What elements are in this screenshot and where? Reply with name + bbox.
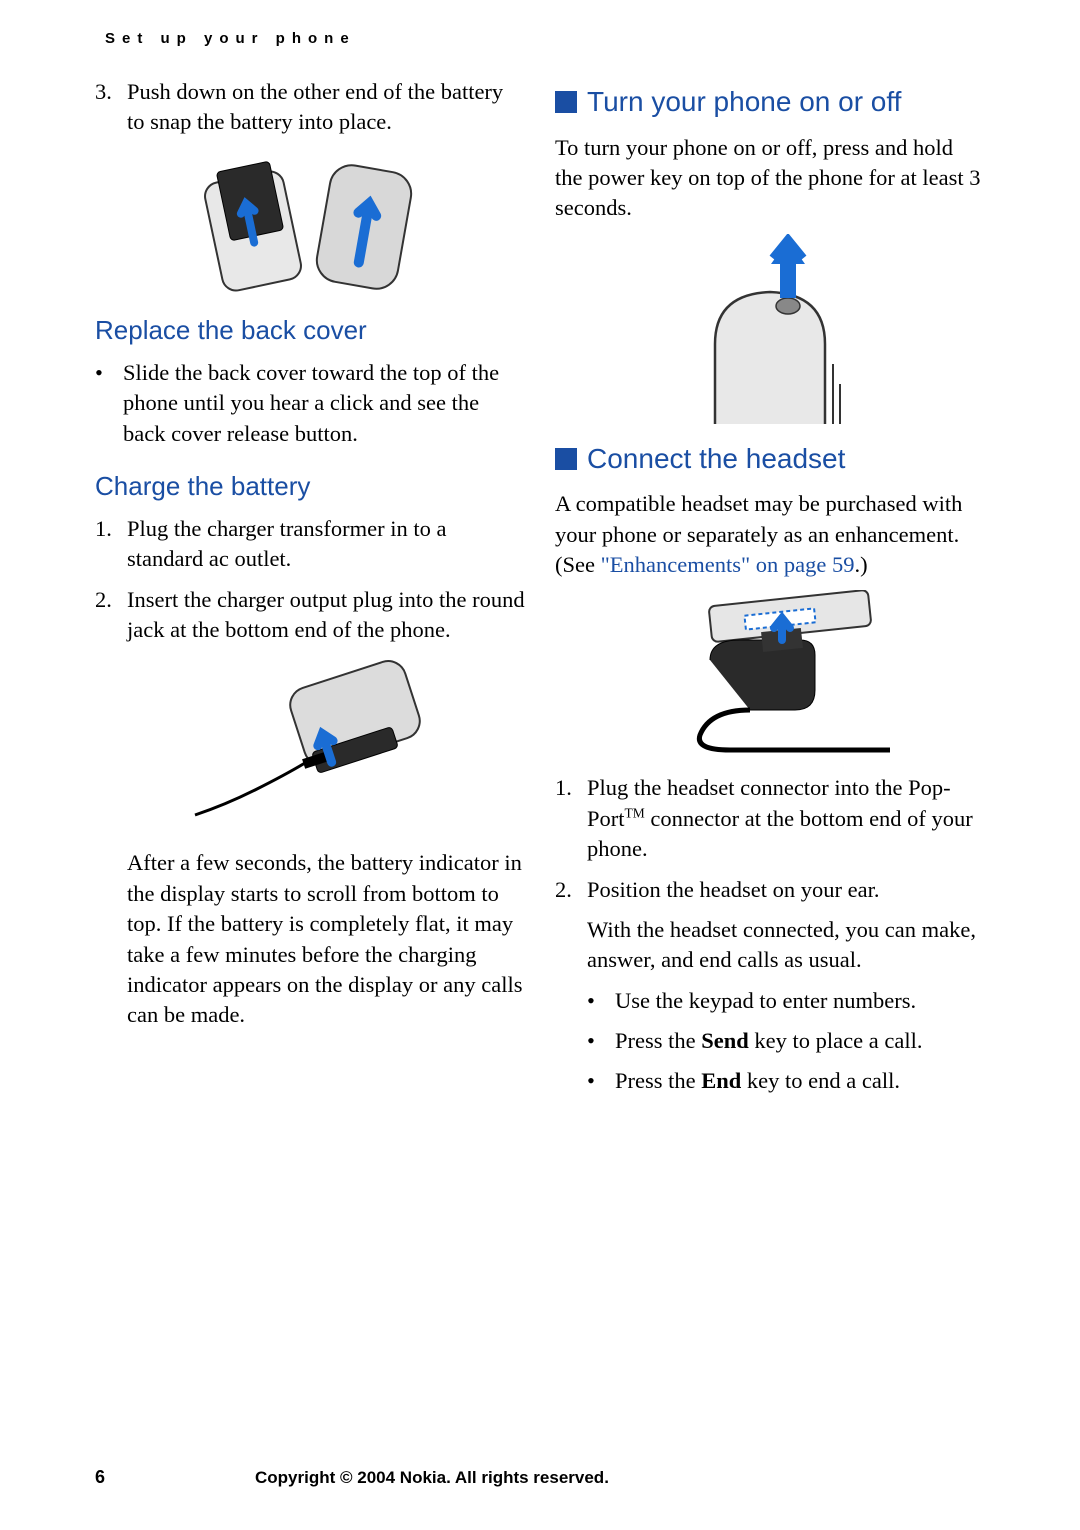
step-number: 1. (95, 514, 127, 575)
bullet-text: Press the Send key to place a call. (615, 1026, 985, 1056)
bullet-text: Slide the back cover toward the top of t… (123, 358, 525, 449)
connect-text-b: .) (855, 552, 868, 577)
headset-illustration-wrap (555, 590, 985, 755)
headset-step-2: 2. Position the headset on your ear. Wit… (555, 875, 985, 1107)
heading-text: Connect the headset (587, 442, 845, 476)
sb3-a: Press the (615, 1068, 701, 1093)
sub-bullet-1: • Use the keypad to enter numbers. (587, 986, 985, 1016)
headset-step-1: 1. Plug the headset connector into the P… (555, 773, 985, 864)
hs1-b: connector at the bottom end of your phon… (587, 806, 973, 861)
step-text: Position the headset on your ear. With t… (587, 875, 985, 1107)
sub-bullet-3: • Press the End key to end a call. (587, 1066, 985, 1096)
step-3: 3. Push down on the other end of the bat… (95, 77, 525, 138)
step-text: Plug the charger transformer in to a sta… (127, 514, 525, 575)
battery-illustration (195, 148, 425, 293)
charge-step-1: 1. Plug the charger transformer in to a … (95, 514, 525, 575)
copyright-text: Copyright © 2004 Nokia. All rights reser… (255, 1468, 609, 1488)
step-number: 1. (555, 773, 587, 864)
bullet-icon: • (587, 1026, 615, 1056)
sb2-b: key to place a call. (749, 1028, 923, 1053)
step-number: 2. (555, 875, 587, 1107)
sub-bullet-2: • Press the Send key to place a call. (587, 1026, 985, 1056)
battery-illustration-wrap (95, 148, 525, 293)
step-number: 3. (95, 77, 127, 138)
charge-after-text: After a few seconds, the battery indicat… (127, 848, 525, 1030)
page-number: 6 (95, 1467, 105, 1488)
bullet-icon: • (587, 1066, 615, 1096)
bullet-text: Press the End key to end a call. (615, 1066, 985, 1096)
square-bullet-icon (555, 91, 577, 113)
replace-bullet: • Slide the back cover toward the top of… (95, 358, 525, 449)
send-key-label: Send (701, 1028, 749, 1053)
bullet-text: Use the keypad to enter numbers. (615, 986, 985, 1016)
page-footer: 6 Copyright © 2004 Nokia. All rights res… (95, 1467, 985, 1488)
step-number: 2. (95, 585, 127, 646)
sb2-a: Press the (615, 1028, 701, 1053)
left-column: 3. Push down on the other end of the bat… (95, 77, 525, 1117)
charger-illustration (185, 655, 435, 830)
end-key-label: End (701, 1068, 741, 1093)
step-text: Plug the headset connector into the Pop-… (587, 773, 985, 864)
trademark-symbol: TM (625, 805, 645, 820)
square-bullet-icon (555, 448, 577, 470)
charger-illustration-wrap (95, 655, 525, 830)
replace-back-cover-heading: Replace the back cover (95, 315, 525, 346)
power-key-illustration (685, 234, 855, 424)
hs2-text: Position the headset on your ear. (587, 875, 985, 905)
right-column: Turn your phone on or off To turn your p… (555, 77, 985, 1117)
turn-phone-heading: Turn your phone on or off (555, 85, 985, 119)
content-columns: 3. Push down on the other end of the bat… (95, 77, 985, 1117)
hs2-after: With the headset connected, you can make… (587, 915, 985, 976)
step-text: Push down on the other end of the batter… (127, 77, 525, 138)
connect-headset-text: A compatible headset may be purchased wi… (555, 489, 985, 580)
bullet-icon: • (95, 358, 123, 449)
heading-text: Turn your phone on or off (587, 85, 901, 119)
running-header: Set up your phone (95, 30, 985, 47)
connect-headset-heading: Connect the headset (555, 442, 985, 476)
step-text: Insert the charger output plug into the … (127, 585, 525, 646)
headset-connector-illustration (650, 590, 890, 755)
enhancements-link[interactable]: "Enhancements" on page 59 (601, 552, 855, 577)
power-illustration-wrap (555, 234, 985, 424)
charge-step-2: 2. Insert the charger output plug into t… (95, 585, 525, 646)
charge-battery-heading: Charge the battery (95, 471, 525, 502)
turn-phone-text: To turn your phone on or off, press and … (555, 133, 985, 224)
sb3-b: key to end a call. (741, 1068, 900, 1093)
bullet-icon: • (587, 986, 615, 1016)
